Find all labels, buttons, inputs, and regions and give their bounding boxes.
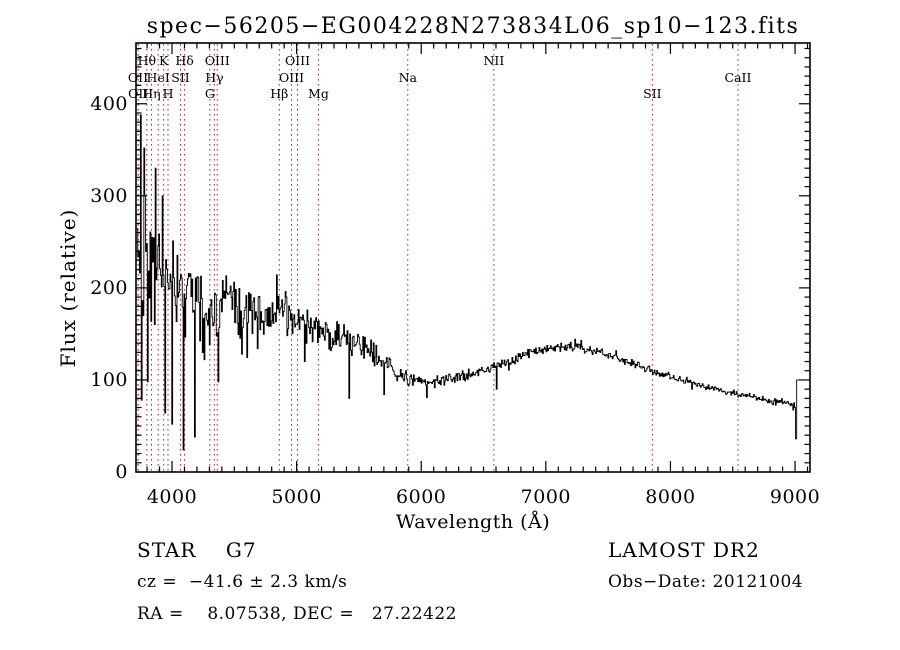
spectral-line-label: OII — [128, 86, 149, 101]
spectral-line-label: Hθ — [137, 53, 157, 68]
x-axis-label: Wavelength (Å) — [395, 511, 551, 533]
spectral-line-label: SII — [643, 86, 662, 101]
x-tick-label: 4000 — [146, 486, 198, 508]
y-tick-label: 0 — [115, 461, 128, 483]
spectral-line-label: Hη — [142, 86, 161, 101]
object-class-label: STAR G7 — [137, 538, 257, 562]
survey-label: LAMOST DR2 — [608, 538, 760, 562]
obs-date-label: Obs−Date: 20121004 — [608, 572, 804, 592]
spectral-line-label: OIII — [278, 69, 305, 85]
spectrum-curve — [136, 114, 806, 451]
spectral-line-label: K — [158, 53, 169, 68]
spectral-line-label: SII — [171, 69, 190, 85]
spectral-line-label: Na — [398, 69, 417, 85]
spectral-line-label: NII — [483, 53, 505, 68]
spectral-line-label: H — [162, 86, 174, 101]
radial-velocity-label: cz = −41.6 ± 2.3 km/s — [137, 572, 348, 592]
plot-title: spec−56205−EG004228N273834L06_sp10−123.f… — [146, 14, 800, 39]
spectral-line-label: G — [204, 86, 215, 101]
y-tick-label: 400 — [90, 92, 128, 115]
spectral-line-label: Mg — [308, 86, 329, 101]
x-tick-label: 7000 — [520, 486, 572, 508]
spectral-line-label: Hγ — [205, 69, 224, 85]
spectral-line-label: HeI — [146, 69, 170, 85]
spectral-line-label: CaII — [724, 69, 752, 85]
y-tick-label: 100 — [90, 368, 128, 391]
ra-dec-label: RA = 8.07538, DEC = 27.22422 — [137, 604, 457, 624]
x-tick-label: 8000 — [645, 486, 696, 508]
x-tick-label: 5000 — [271, 486, 322, 508]
y-tick-label: 200 — [90, 276, 128, 299]
x-tick-label: 6000 — [396, 486, 447, 508]
spectral-line-label: OIII — [204, 53, 230, 68]
plot-frame — [135, 42, 811, 473]
y-tick-label: 300 — [90, 184, 128, 207]
spectral-line-label: Hδ — [175, 53, 194, 68]
x-tick-label: 9000 — [769, 486, 821, 508]
spectral-line-label: OII — [127, 69, 149, 85]
spectral-line-label: OIII — [284, 53, 311, 68]
spectral-line-label: Hβ — [270, 86, 289, 101]
